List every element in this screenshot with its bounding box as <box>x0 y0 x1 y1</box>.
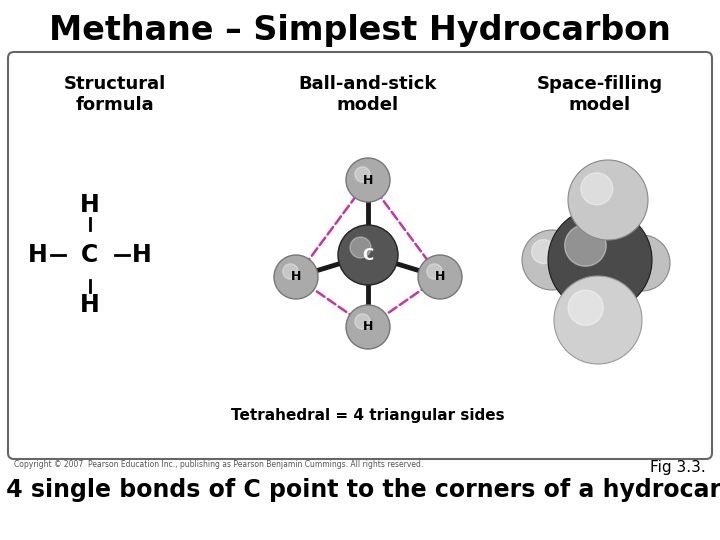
Circle shape <box>568 290 603 325</box>
Text: H: H <box>80 193 100 217</box>
Text: H: H <box>435 271 445 284</box>
Circle shape <box>346 158 390 202</box>
Text: Fig 3.3.: Fig 3.3. <box>650 460 706 475</box>
Circle shape <box>522 230 582 290</box>
Circle shape <box>418 255 462 299</box>
Circle shape <box>581 173 613 205</box>
Circle shape <box>623 244 645 266</box>
Circle shape <box>554 276 642 364</box>
Text: H: H <box>28 243 48 267</box>
Text: Copyright © 2007  Pearson Education Inc., publishing as Pearson Benjamin Cumming: Copyright © 2007 Pearson Education Inc.,… <box>14 460 423 469</box>
Text: Ball-and-stick
model: Ball-and-stick model <box>299 75 437 114</box>
Text: H: H <box>80 293 100 317</box>
Circle shape <box>427 264 442 279</box>
Text: C: C <box>362 247 374 262</box>
Circle shape <box>350 237 371 258</box>
Circle shape <box>568 160 648 240</box>
Text: H: H <box>132 243 152 267</box>
Circle shape <box>614 235 670 291</box>
Circle shape <box>548 208 652 312</box>
Circle shape <box>274 255 318 299</box>
Text: Structural
formula: Structural formula <box>64 75 166 114</box>
Circle shape <box>283 264 298 279</box>
Text: C: C <box>81 243 99 267</box>
Text: Tetrahedral = 4 triangular sides: Tetrahedral = 4 triangular sides <box>231 408 505 423</box>
FancyBboxPatch shape <box>8 52 712 459</box>
Circle shape <box>355 314 370 329</box>
Circle shape <box>355 167 370 182</box>
Text: H: H <box>363 321 373 334</box>
Circle shape <box>338 225 398 285</box>
Circle shape <box>564 225 606 266</box>
Text: Space-filling
model: Space-filling model <box>537 75 663 114</box>
Text: H: H <box>291 271 301 284</box>
Text: The 4 single bonds of C point to the corners of a hydrocarbon: The 4 single bonds of C point to the cor… <box>0 478 720 502</box>
Circle shape <box>346 305 390 349</box>
Text: Methane – Simplest Hydrocarbon: Methane – Simplest Hydrocarbon <box>49 14 671 47</box>
Text: H: H <box>363 173 373 186</box>
Circle shape <box>531 240 556 264</box>
